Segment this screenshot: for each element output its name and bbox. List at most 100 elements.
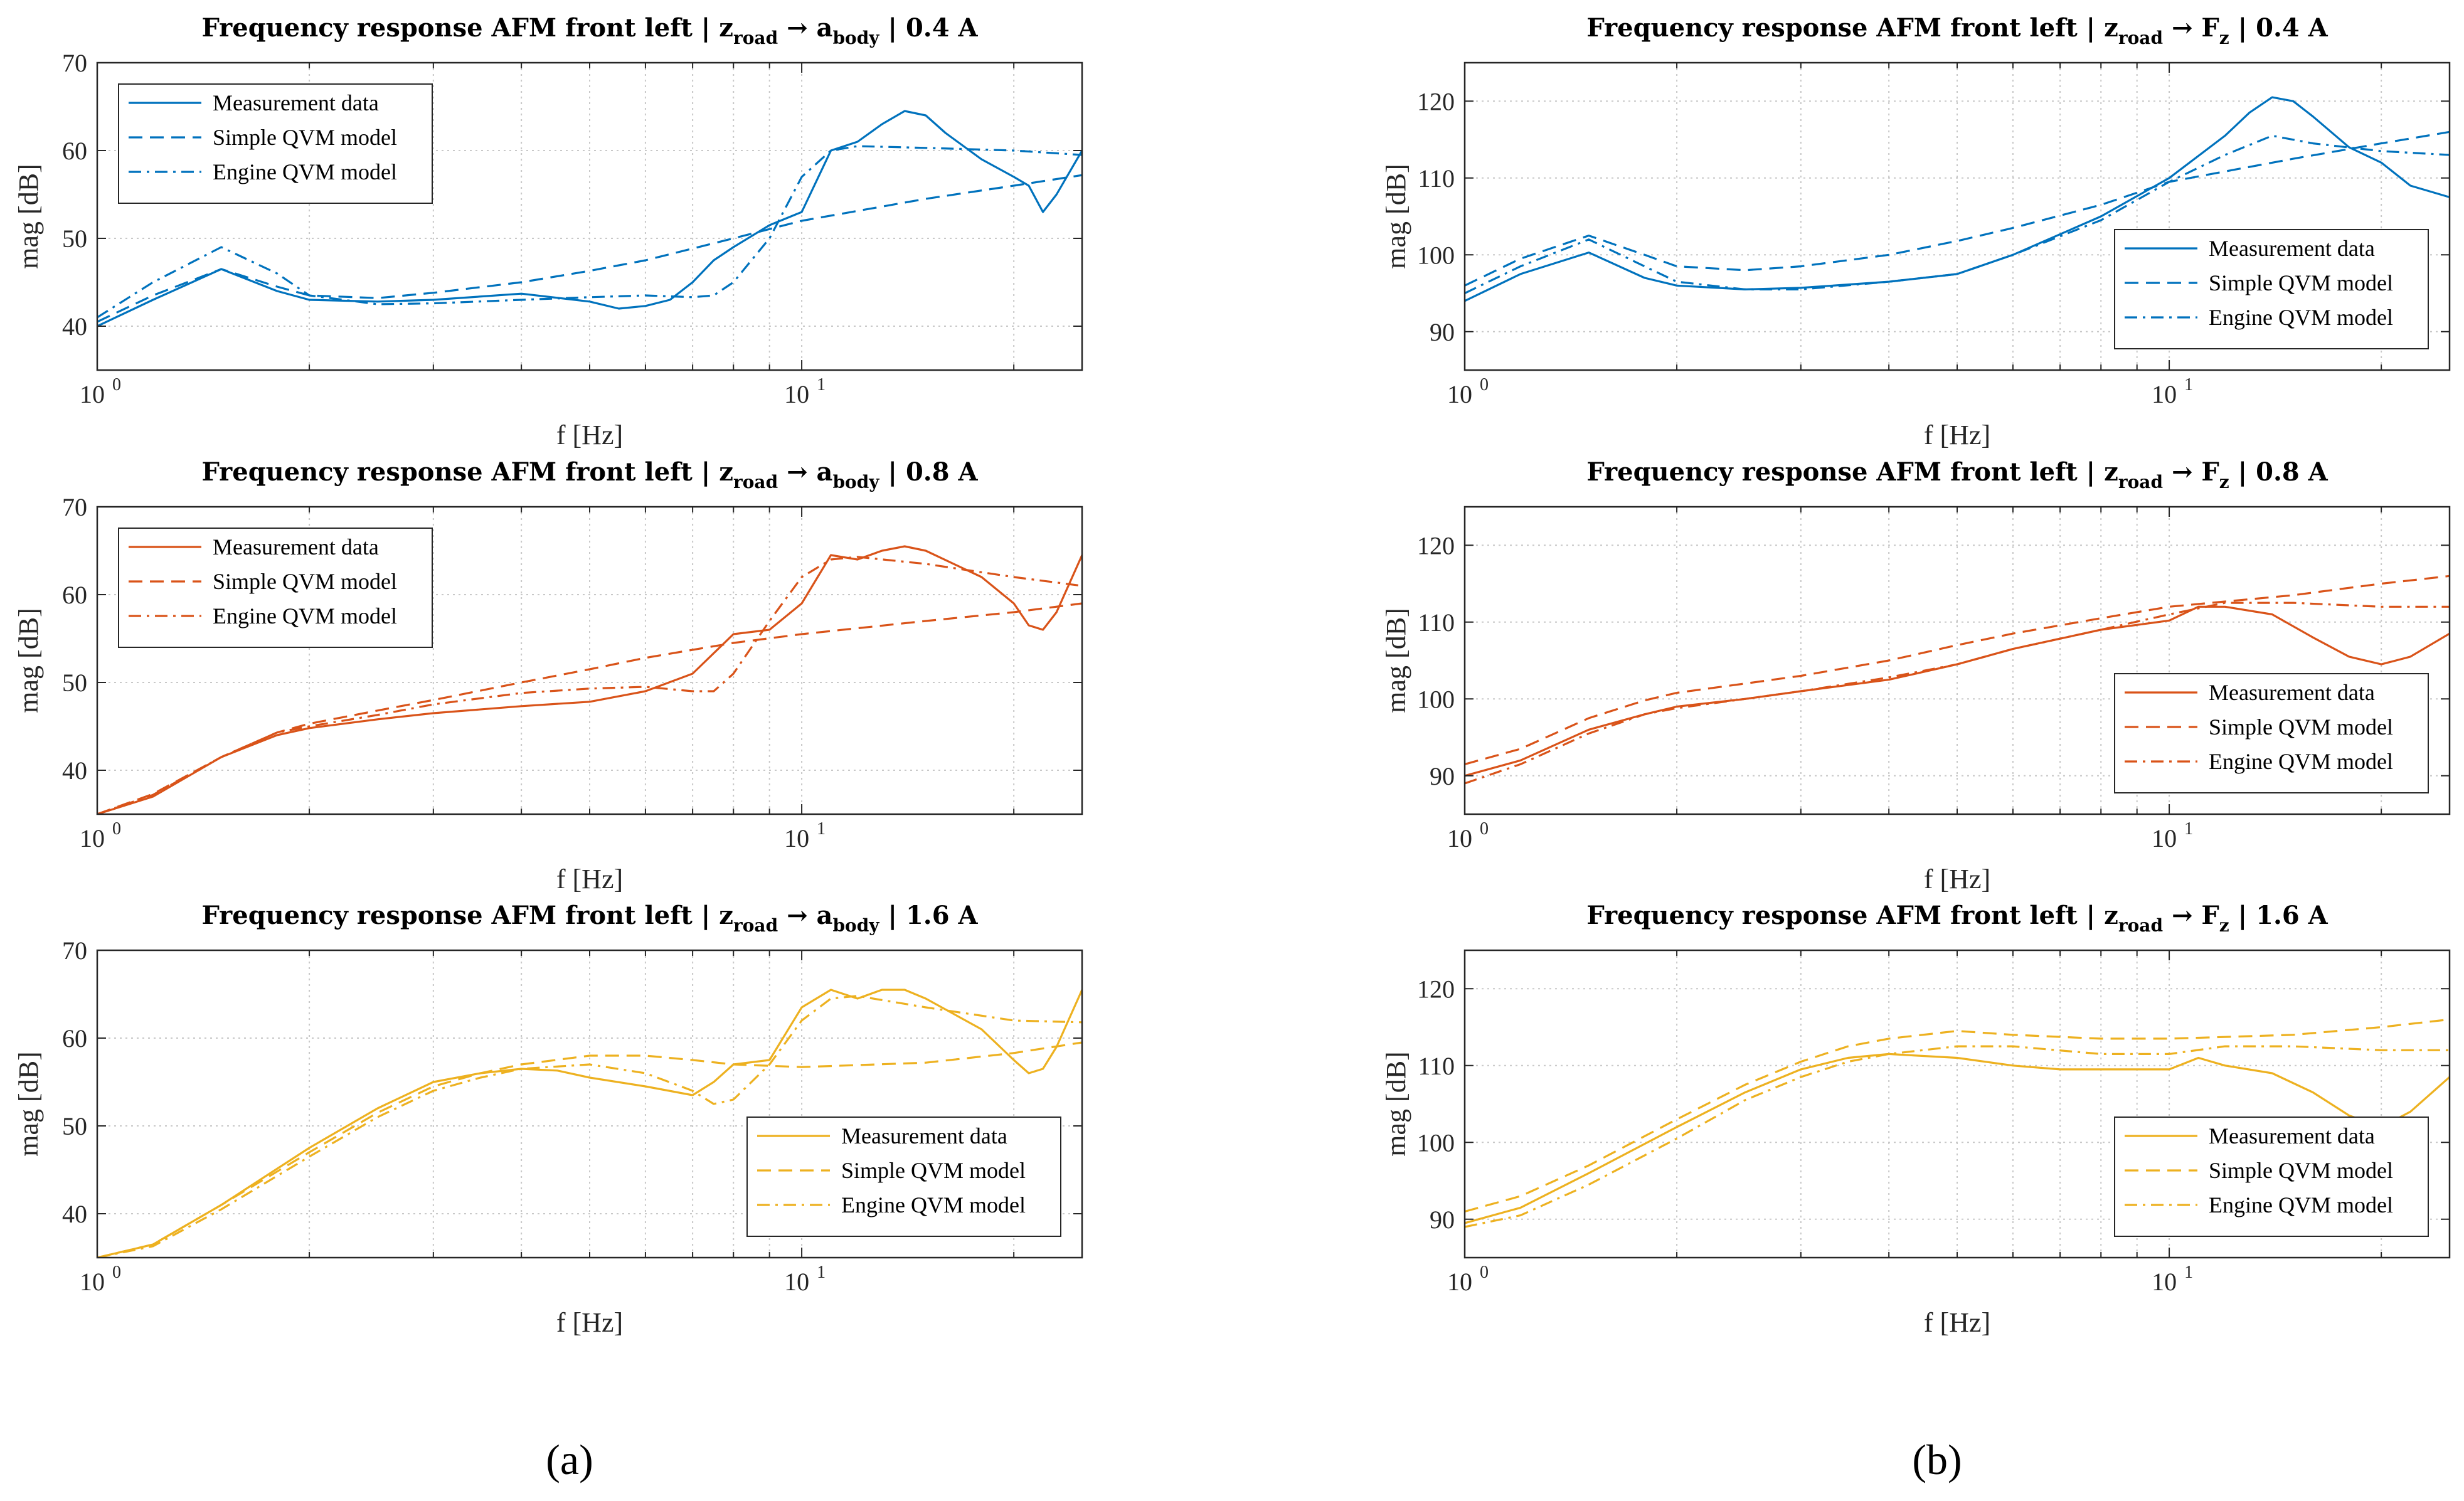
series-line-dashed [1465, 130, 2450, 287]
x-axis-label: f [Hz] [556, 864, 623, 894]
title-suffix: | 0.4 A [879, 13, 979, 43]
x-tick-exponent: 0 [112, 375, 121, 395]
y-tick-label: 90 [1430, 318, 1455, 346]
x-tick-exponent: 0 [112, 1263, 121, 1282]
x-tick-label: 10 [1447, 1268, 1472, 1296]
y-tick-label: 100 [1417, 1128, 1455, 1157]
title-prefix: Frequency response AFM front left | z [1586, 13, 2118, 43]
y-tick-label: 90 [1430, 1206, 1455, 1234]
legend-box [2114, 673, 2429, 793]
title-sub1: road [733, 915, 778, 936]
chart-title: Frequency response AFM front left | zroa… [1586, 457, 2328, 492]
legend-label: Simple QVM model [2209, 714, 2393, 740]
legend-label: Measurement data [2209, 1123, 2375, 1148]
y-axis-label: mag [dB] [1381, 1051, 1411, 1156]
chart-title: Frequency response AFM front left | zroa… [1586, 901, 2328, 936]
legend-box [746, 1116, 1061, 1237]
x-tick-exponent: 1 [2184, 1263, 2193, 1282]
legend-box [2114, 229, 2429, 349]
legend: Measurement data Simple QVM model Engine Q… [118, 528, 433, 648]
legend: Measurement data Simple QVM model Engine Q… [2114, 229, 2429, 349]
x-tick-exponent: 0 [1480, 819, 1489, 839]
x-axis-label: f [Hz] [556, 420, 623, 450]
series-line-dashdot [97, 145, 1082, 319]
y-axis-label: mag [dB] [13, 608, 44, 713]
y-axis-label: mag [dB] [13, 164, 44, 268]
legend: Measurement data Simple QVM model Engine Q… [746, 1116, 1061, 1237]
legend-label: Measurement data [2209, 680, 2375, 705]
series-line-dashdot [97, 995, 1082, 1258]
legend-box [118, 83, 433, 204]
series-line-solid [1465, 96, 2450, 302]
series-line-dashdot [1465, 602, 2450, 785]
y-axis-label: mag [dB] [1381, 608, 1411, 713]
title-arrow: → a [778, 13, 832, 43]
series-group [1465, 96, 2450, 302]
title-prefix: Frequency response AFM front left | z [1586, 457, 2118, 487]
title-sub1: road [2118, 915, 2163, 936]
y-tick-label: 60 [62, 1024, 87, 1053]
series-line-dashed [97, 174, 1082, 323]
x-tick-exponent: 1 [817, 375, 826, 395]
y-tick-label: 40 [62, 312, 87, 341]
title-suffix: | 0.4 A [2229, 13, 2329, 43]
series-line-dashed [1465, 1018, 2450, 1213]
title-prefix: Frequency response AFM front left | z [201, 901, 733, 930]
y-tick-label: 40 [62, 1200, 87, 1228]
panel-label-a: (a) [546, 1436, 593, 1483]
title-suffix: | 1.6 A [2229, 901, 2329, 930]
series-line-solid [1465, 1053, 2450, 1224]
title-arrow: → F [2163, 901, 2219, 930]
title-sub1: road [2118, 28, 2163, 48]
title-arrow: → a [778, 457, 832, 487]
panel-label-b: (b) [1912, 1436, 1962, 1483]
series-line-dashed [97, 602, 1082, 814]
y-tick-label: 70 [62, 49, 87, 77]
x-tick-label: 10 [80, 824, 105, 852]
title-sub2: z [2219, 28, 2229, 48]
legend-label: Simple QVM model [2209, 1158, 2393, 1183]
series-line-solid [97, 545, 1082, 814]
y-tick-label: 120 [1417, 975, 1455, 1003]
chart-title: Frequency response AFM front left | zroa… [201, 13, 978, 48]
x-tick-exponent: 1 [2184, 819, 2193, 839]
legend-label: Engine QVM model [2209, 749, 2393, 774]
x-tick-label: 10 [80, 380, 105, 408]
x-tick-label: 10 [784, 1268, 809, 1296]
legend-label: Engine QVM model [2209, 305, 2393, 330]
title-suffix: | 0.8 A [879, 457, 979, 487]
x-axis-label: f [Hz] [1924, 1307, 1990, 1338]
title-sub2: z [2219, 472, 2229, 492]
chart-title: Frequency response AFM front left | zroa… [201, 901, 978, 936]
title-sub2: body [832, 915, 879, 936]
y-tick-label: 120 [1417, 531, 1455, 560]
y-tick-label: 100 [1417, 685, 1455, 713]
x-tick-label: 10 [80, 1268, 105, 1296]
legend-box [118, 528, 433, 648]
chart-a3: 40 50 60 70 10 0 10 1 f [Hz] mag [dB] Frequency re… [13, 901, 1083, 1338]
x-tick-exponent: 0 [1480, 1263, 1489, 1282]
x-tick-label: 10 [2152, 824, 2177, 852]
y-tick-label: 60 [62, 581, 87, 609]
series-group [97, 110, 1082, 327]
y-tick-label: 60 [62, 137, 87, 165]
series-group [1465, 1018, 2450, 1228]
y-axis-label: mag [dB] [13, 1051, 44, 1156]
x-axis-label: f [Hz] [556, 1307, 623, 1338]
title-prefix: Frequency response AFM front left | z [1586, 901, 2118, 930]
x-axis-label: f [Hz] [1924, 420, 1990, 450]
title-arrow: → F [2163, 13, 2219, 43]
series-group [1465, 575, 2450, 785]
x-axis-label: f [Hz] [1924, 864, 1990, 894]
y-tick-label: 50 [62, 669, 87, 697]
legend-label: Engine QVM model [213, 159, 397, 184]
legend-label: Engine QVM model [2209, 1192, 2393, 1217]
chart-title: Frequency response AFM front left | zroa… [1586, 13, 2328, 48]
series-group [97, 545, 1082, 814]
title-suffix: | 0.8 A [2229, 457, 2329, 487]
legend-label: Simple QVM model [841, 1158, 1026, 1183]
title-prefix: Frequency response AFM front left | z [201, 13, 733, 43]
